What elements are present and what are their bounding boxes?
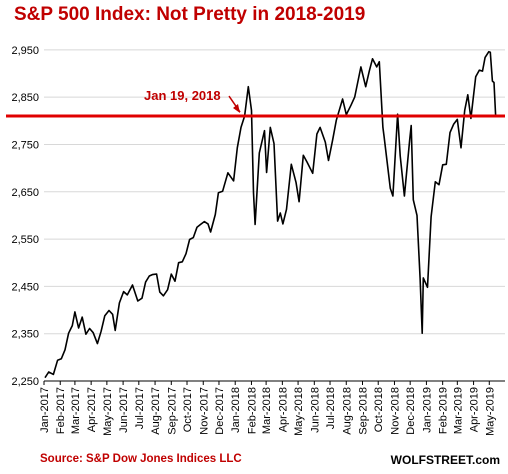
x-tick-label: Jan-2017 xyxy=(39,387,51,433)
y-axis-ticks: 2,250 2,350 2,450 2,550 2,650 2,750 2,850 2,950 xyxy=(11,45,39,388)
y-tick-label: 2,450 xyxy=(11,281,39,293)
x-tick-label: Apr-2018 xyxy=(277,387,289,432)
reference-line-label: Jan 19, 2018 xyxy=(144,88,221,103)
x-tick-label: Aug-2017 xyxy=(150,387,162,435)
x-tick-label: Jan-2018 xyxy=(230,387,242,433)
reference-arrowhead xyxy=(233,104,240,114)
y-tick-label: 2,350 xyxy=(11,329,39,341)
x-tick-label: Apr-2019 xyxy=(469,387,481,432)
x-axis-ticks: Jan-2017 Feb-2017 Mar-2017 Apr-2017 May-2017… xyxy=(39,381,496,436)
x-tick-label: Aug-2018 xyxy=(341,387,353,435)
x-tick-label: Oct-2017 xyxy=(182,387,194,432)
x-tick-label: Sep-2017 xyxy=(166,387,178,435)
x-tick-label: Feb-2019 xyxy=(438,387,450,434)
x-tick-label: Mar-2017 xyxy=(70,387,82,434)
x-tick-label: Jun-2018 xyxy=(309,387,321,433)
x-tick-label: Apr-2017 xyxy=(86,387,98,432)
chart-title: S&P 500 Index: Not Pretty in 2018-2019 xyxy=(14,4,366,25)
x-tick-label: Nov-2017 xyxy=(198,387,210,435)
x-tick-label: Jul-2017 xyxy=(134,387,146,429)
x-tick-label: Jan-2019 xyxy=(421,387,433,433)
x-tick-label: Mar-2018 xyxy=(261,387,273,434)
x-tick-label: Mar-2019 xyxy=(452,387,464,434)
x-tick-label: May-2017 xyxy=(102,387,114,436)
x-tick-label: Dec-2018 xyxy=(405,387,417,435)
y-tick-label: 2,550 xyxy=(11,234,39,246)
x-tick-label: Jul-2018 xyxy=(325,387,337,429)
x-tick-label: Feb-2017 xyxy=(55,387,67,434)
x-tick-label: Oct-2018 xyxy=(373,387,385,432)
x-tick-label: Sep-2018 xyxy=(358,387,370,435)
x-tick-label: Dec-2017 xyxy=(214,387,226,435)
source-note: Source: S&P Dow Jones Indices LLC xyxy=(40,453,242,465)
x-tick-label: Feb-2018 xyxy=(246,387,258,434)
y-tick-label: 2,950 xyxy=(11,45,39,57)
x-tick-label: May-2019 xyxy=(484,387,496,436)
watermark: WOLFSTREET.com xyxy=(390,453,500,467)
y-tick-label: 2,750 xyxy=(11,139,39,151)
y-tick-label: 2,850 xyxy=(11,92,39,104)
y-tick-label: 2,650 xyxy=(11,187,39,199)
x-tick-label: Nov-2018 xyxy=(389,387,401,435)
sp500-series-line xyxy=(44,50,497,379)
x-tick-label: Jun-2017 xyxy=(118,387,130,433)
gridlines xyxy=(44,49,505,382)
x-tick-label: May-2018 xyxy=(293,387,305,436)
y-tick-label: 2,250 xyxy=(11,376,39,388)
